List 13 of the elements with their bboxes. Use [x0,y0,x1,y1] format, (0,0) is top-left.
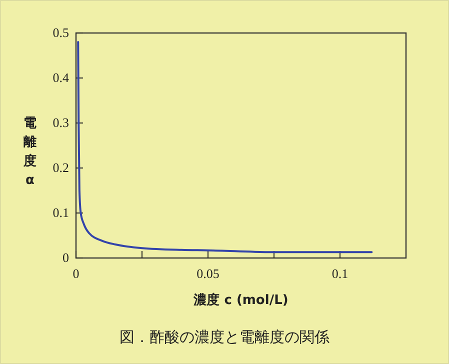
x-tick-label: 0 [72,266,80,281]
y-tick-label: 0.2 [52,160,69,175]
x-tick-label: 0.05 [196,266,220,281]
y-tick-label: 0.3 [52,115,69,130]
line-series [77,41,373,254]
x-tick-label: 0.1 [332,266,348,281]
text: 図．酢酸の濃度と電離度の関係 [120,329,330,346]
x-axis-title: 濃度 c (mol/L) [192,292,288,308]
y-tick-label: 0.5 [52,25,69,40]
y-tick-label: 0 [62,250,69,265]
y-tick-label: 0.4 [52,70,70,85]
y-tick-label: 0.1 [52,205,69,220]
y-axis-title: 電離度α [22,116,36,188]
